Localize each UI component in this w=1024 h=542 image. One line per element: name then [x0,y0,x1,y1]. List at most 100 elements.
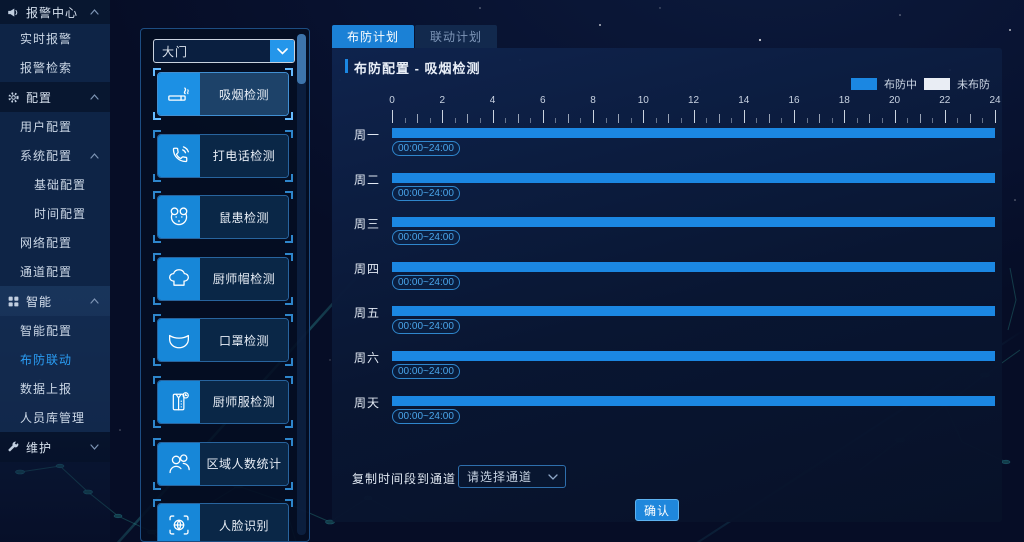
axis-tick [957,118,959,123]
sidebar-item-realtime-alarm[interactable]: 实时报警 [0,24,110,53]
axis-tick [605,118,607,123]
detection-scrollbar[interactable] [297,34,306,535]
detection-item-label: 人脸识别 [200,504,288,541]
sidebar-item-label: 基础配置 [34,178,87,192]
legend-swatch [851,78,877,90]
chevron-up-icon [90,94,99,100]
arming-time-bar[interactable] [392,351,995,361]
schedule-row-3: 周三 00:00~24:00 [332,215,1002,259]
arming-time-bar[interactable] [392,128,995,138]
axis-tick [718,114,720,123]
schedule-row-6: 周六 00:00~24:00 [332,349,1002,393]
copy-channel-select-placeholder: 请选择通道 [467,470,533,484]
sidebar-item-personnel-library[interactable]: 人员库管理 [0,403,110,432]
axis-tick [844,110,846,123]
axis-tick-label: 6 [539,95,546,106]
sidebar-item-system-config[interactable]: 系统配置 [0,141,110,170]
arming-time-bar[interactable] [392,306,995,317]
arming-time-bar[interactable] [392,261,995,272]
axis-tick-label: 8 [590,95,596,106]
axis-tick [580,118,582,123]
detection-item-phone-call-detection[interactable]: 打电话检测 [153,129,293,182]
sidebar: 报警中心 实时报警 报警检索 配置 用户配置 系统配置 基础配置 时间配置 网络配置 通道配置 智能… [0,0,110,542]
sidebar-item-basic-config[interactable]: 基础配置 [0,170,110,199]
axis-tick [567,114,569,123]
time-range-badge[interactable]: 00:00~24:00 [392,230,460,246]
detection-item-box: 吸烟检测 [157,72,289,116]
scrollbar-thumb[interactable] [297,34,306,84]
axis-tick [982,118,984,123]
time-range-badge[interactable]: 00:00~24:00 [392,185,460,201]
arming-legend: 布防中 未布防 [851,76,990,92]
axis-tick [894,110,896,123]
sidebar-item-label: 网络配置 [20,236,73,250]
gear-icon [7,91,20,104]
schedule-row-4: 周四 00:00~24:00 [332,260,1002,304]
arming-time-bar[interactable] [392,172,995,183]
axis-tick [907,118,909,123]
confirm-button[interactable]: 确认 [635,499,679,521]
detection-item-chef-uniform-detection[interactable]: 厨师服检测 [153,375,293,428]
detection-item-chef-hat-detection[interactable]: 厨师帽检测 [153,252,293,305]
arming-time-bar[interactable] [392,395,995,406]
time-range-badge[interactable]: 00:00~24:00 [392,408,460,424]
timeline-axis-labels: 0 2 4 6 8 10 12 14 16 18 20 22 24 [332,95,1002,107]
sidebar-section-config: 配置用户配置 系统配置基础配置时间配置网络配置通道配置 [0,82,110,286]
detection-item-label: 鼠患检测 [200,196,288,239]
sidebar-menu: 报警中心 实时报警 报警检索 配置 用户配置 系统配置 基础配置 时间配置 网络配置 通道配置 智能… [0,0,110,462]
main-area: 布防计划 联动计划 布防配置 - 吸烟检测 布防中 未布防 0 2 4 6 8 10 12 14 1… [332,25,1002,522]
tab-arming-plan[interactable]: 布防计划 [332,25,414,48]
detection-item-area-people-count[interactable]: 区域人数统计 [153,437,293,490]
chevron-down-icon[interactable] [270,40,294,62]
axis-tick [618,114,620,123]
copy-row: 复制时间段到通道 请选择通道 [332,465,1002,489]
tab-linkage-plan[interactable]: 联动计划 [415,25,497,48]
sidebar-item-label: 报警检索 [20,61,73,75]
schedule-row-7: 周天 00:00~24:00 [332,394,1002,438]
detection-panel: 大门 吸烟检测打电话检测鼠患检测厨师帽检测口罩检测厨师服检测区域人数统计人脸识别 [140,28,310,542]
detection-item-label: 口罩检测 [200,319,288,362]
chevron-down-icon [90,444,99,450]
wrench-icon [7,441,20,454]
sidebar-item-alarm-search[interactable]: 报警检索 [0,53,110,82]
axis-tick [479,118,481,123]
schedule-row-5: 周五 00:00~24:00 [332,304,1002,348]
detection-item-face-recognition[interactable]: 人脸识别 [153,499,293,541]
sidebar-item-data-report[interactable]: 数据上报 [0,374,110,403]
axis-tick-label: 4 [489,95,496,106]
sidebar-item-arming-linkage[interactable]: 布防联动 [0,345,110,374]
axis-tick [492,110,494,123]
channel-select[interactable]: 大门 [153,39,295,63]
sidebar-item-channel-config[interactable]: 通道配置 [0,257,110,286]
detection-item-smoking-detection[interactable]: 吸烟检测 [153,68,293,120]
sidebar-section-header-alarm-center[interactable]: 报警中心 [0,0,110,24]
axis-tick [530,118,532,123]
copy-channel-select[interactable]: 请选择通道 [458,465,566,488]
time-range-badge[interactable]: 00:00~24:00 [392,274,460,290]
sidebar-section-label: 配置 [26,90,53,105]
grid-icon [7,295,20,308]
sidebar-section-header-config[interactable]: 配置 [0,82,110,112]
time-range-badge[interactable]: 00:00~24:00 [392,141,460,156]
sidebar-item-time-config[interactable]: 时间配置 [0,199,110,228]
axis-tick-label: 22 [939,95,951,106]
axis-tick-label: 18 [838,95,850,106]
sidebar-item-network-config[interactable]: 网络配置 [0,228,110,257]
sidebar-item-user-config[interactable]: 用户配置 [0,112,110,141]
axis-tick [630,118,632,123]
time-range-badge[interactable]: 00:00~24:00 [392,364,460,379]
sidebar-section-header-maintenance[interactable]: 维护 [0,432,110,462]
sidebar-item-intelligence-config[interactable]: 智能配置 [0,316,110,345]
arming-time-bar[interactable] [392,217,995,228]
detection-item-label: 厨师服检测 [200,380,288,423]
axis-tick [555,118,557,123]
day-label: 周三 [354,217,381,232]
axis-tick [768,114,770,123]
detection-item-mask-detection[interactable]: 口罩检测 [153,314,293,367]
time-range-badge[interactable]: 00:00~24:00 [392,319,460,335]
detection-item-rat-detection[interactable]: 鼠患检测 [153,191,293,244]
sidebar-item-label: 实时报警 [20,32,73,46]
sidebar-section-header-intelligence[interactable]: 智能 [0,286,110,316]
axis-tick [693,110,695,123]
